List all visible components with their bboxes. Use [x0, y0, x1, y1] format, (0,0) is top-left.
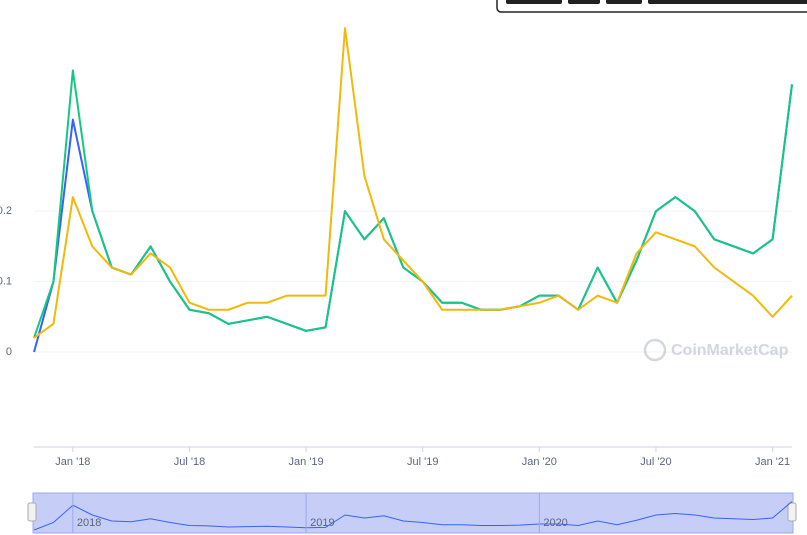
series-line: [33, 69, 793, 339]
series-line: [33, 27, 793, 339]
navigator-label: 2020: [543, 517, 567, 529]
x-tick-label: Jul '18: [174, 456, 205, 468]
x-tick-label: Jan '18: [55, 456, 90, 468]
x-tick-label: Jul '19: [407, 456, 438, 468]
watermark: CoinMarketCap: [643, 338, 789, 362]
x-tick-label: Jan '21: [755, 456, 790, 468]
x-tick-label: Jan '20: [522, 456, 557, 468]
navigator-line: [33, 501, 793, 531]
series-line: [33, 84, 793, 353]
navigator-label: 2019: [310, 517, 334, 529]
navigator-handle[interactable]: [27, 502, 37, 522]
navigator-handle[interactable]: [787, 502, 797, 522]
watermark-text: CoinMarketCap: [671, 342, 789, 359]
toolbar: [496, 0, 807, 13]
navigator: [32, 492, 794, 534]
y-tick-label: 0: [6, 346, 12, 358]
y-tick-label: 0.2: [0, 205, 12, 217]
x-tick-label: Jul '20: [640, 456, 671, 468]
y-tick-label: 0.1: [0, 275, 12, 287]
navigator-label: 2018: [77, 517, 101, 529]
x-tick-label: Jan '19: [289, 456, 324, 468]
